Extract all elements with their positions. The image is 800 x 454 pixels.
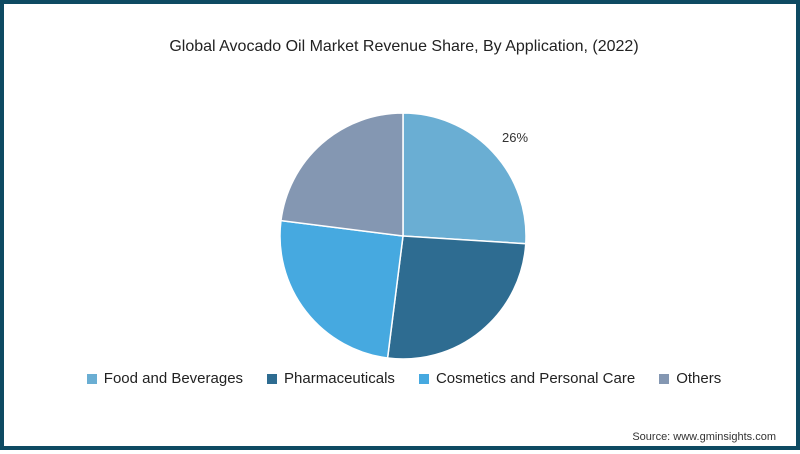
- pie-slice-others: [280, 112, 404, 237]
- pie-slice-pharmaceuticals: [386, 235, 527, 360]
- legend-label: Food and Beverages: [103, 370, 244, 387]
- swatch-icon: [267, 373, 278, 384]
- pie-slice-cosmetics-and-personal-care: [279, 219, 404, 359]
- pie-chart: 26%: [279, 112, 528, 360]
- legend-item-food: Food and Beverages: [86, 370, 244, 387]
- legend-item-pharma: Pharmaceuticals: [267, 370, 395, 387]
- legend-label: Others: [676, 370, 722, 387]
- chart-title: Global Avocado Oil Market Revenue Share,…: [169, 38, 639, 55]
- swatch-icon: [659, 373, 670, 384]
- data-label-food: 26%: [502, 130, 528, 145]
- legend-item-others: Others: [659, 370, 721, 387]
- legend: Food and Beverages Pharmaceuticals Cosme…: [4, 370, 800, 387]
- swatch-icon: [86, 373, 97, 384]
- legend-item-cosmetics: Cosmetics and Personal Care: [418, 370, 636, 387]
- legend-label: Pharmaceuticals: [284, 370, 395, 387]
- swatch-icon: [418, 373, 429, 384]
- source-note: Source: www.gminsights.com: [632, 431, 776, 443]
- pie-slices: [279, 112, 527, 360]
- legend-label: Cosmetics and Personal Care: [435, 370, 636, 387]
- pie-slice-food-and-beverages: [402, 112, 527, 245]
